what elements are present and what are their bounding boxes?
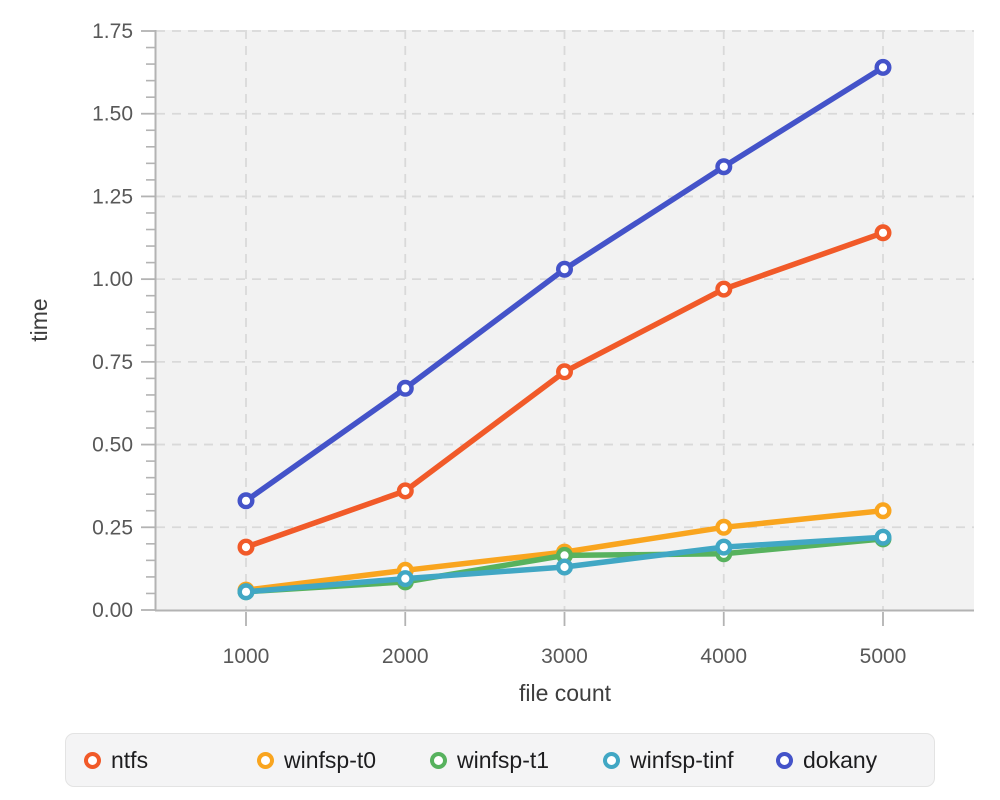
legend-item-winfsp-t0: winfsp-t0 — [257, 746, 430, 773]
marker-ntfs-3000 — [556, 363, 574, 381]
x-tick-label: 5000 — [860, 645, 907, 668]
marker-winfsp-tinf-4000 — [715, 538, 733, 556]
legend-marker-dokany-icon — [776, 751, 793, 769]
x-axis-title: file count — [519, 680, 612, 706]
marker-winfsp-t0-5000 — [874, 502, 892, 520]
marker-winfsp-tinf-2000 — [396, 570, 414, 588]
y-tick-label: 0.25 — [92, 516, 133, 539]
legend-label-dokany: dokany — [803, 746, 878, 773]
x-tick-label: 4000 — [700, 645, 747, 668]
marker-ntfs-5000 — [874, 224, 892, 242]
legend: ntfs winfsp-t0 winfsp-t1 winfsp-tinf dok… — [65, 733, 935, 787]
legend-item-dokany: dokany — [776, 746, 878, 773]
marker-dokany-1000 — [237, 492, 255, 510]
x-tick-label: 1000 — [223, 645, 270, 668]
line-chart: 0.00 0.25 0.50 0.75 1.00 1.25 1.50 1.75 1000 2000… — [26, 20, 974, 706]
marker-winfsp-tinf-1000 — [237, 583, 255, 601]
legend-marker-winfsp-t0-icon — [257, 751, 274, 769]
marker-winfsp-tinf-5000 — [874, 528, 892, 546]
y-tick-label: 1.75 — [92, 20, 133, 43]
y-tick-label: 0.75 — [92, 351, 133, 374]
legend-item-winfsp-t1: winfsp-t1 — [430, 746, 603, 773]
legend-marker-winfsp-tinf-icon — [603, 751, 620, 769]
legend-marker-ntfs-icon — [84, 751, 101, 769]
marker-winfsp-tinf-3000 — [556, 558, 574, 576]
marker-dokany-5000 — [874, 58, 892, 76]
marker-dokany-2000 — [396, 379, 414, 397]
y-tick-label: 1.25 — [92, 185, 133, 208]
legend-item-winfsp-tinf: winfsp-tinf — [603, 746, 776, 773]
legend-label-ntfs: ntfs — [111, 746, 149, 773]
legend-marker-winfsp-t1-icon — [430, 751, 447, 769]
marker-winfsp-t0-4000 — [715, 518, 733, 536]
y-tick-label: 1.00 — [92, 268, 133, 291]
legend-label-winfsp-tinf: winfsp-tinf — [630, 746, 734, 773]
legend-label-winfsp-t0: winfsp-t0 — [284, 746, 377, 773]
y-axis-title: time — [26, 298, 52, 341]
x-tick-label: 2000 — [382, 645, 429, 668]
marker-dokany-4000 — [715, 158, 733, 176]
marker-ntfs-4000 — [715, 280, 733, 298]
marker-ntfs-2000 — [396, 482, 414, 500]
legend-label-winfsp-t1: winfsp-t1 — [457, 746, 550, 773]
marker-ntfs-1000 — [237, 538, 255, 556]
y-tick-label: 1.50 — [92, 103, 133, 126]
marker-dokany-3000 — [556, 260, 574, 278]
y-tick-label: 0.00 — [92, 599, 133, 622]
x-tick-label: 3000 — [541, 645, 588, 668]
y-tick-label: 0.50 — [92, 434, 133, 457]
legend-item-ntfs: ntfs — [84, 746, 257, 773]
